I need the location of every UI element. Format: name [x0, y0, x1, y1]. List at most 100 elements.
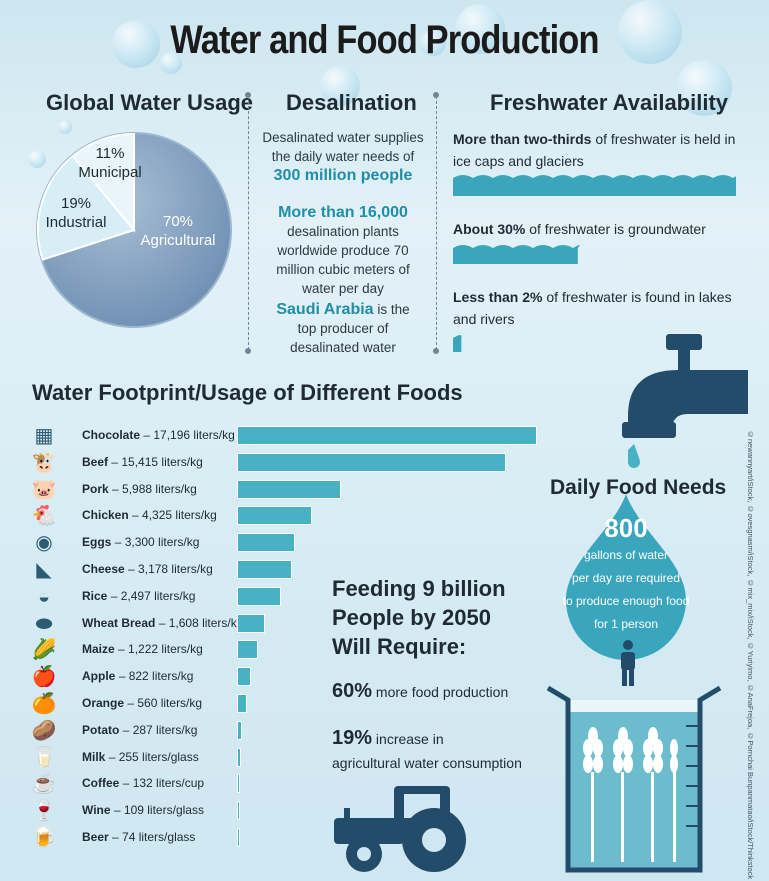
feeding-stat-water-text-2: agricultural water consumption: [332, 755, 522, 771]
corn-icon: 🌽: [31, 639, 57, 662]
freshwater-bar-glaciers: [453, 175, 736, 196]
food-amount: – 255 liters/glass: [108, 749, 199, 764]
food-name: Potato: [82, 722, 120, 737]
food-bar: [237, 694, 247, 713]
food-label: Beef – 15,415 liters/kg: [82, 455, 203, 469]
global-water-usage-heading: Global Water Usage: [46, 90, 254, 115]
food-name: Wheat Bread: [82, 615, 156, 630]
food-label: Maize – 1,222 liters/kg: [82, 642, 203, 656]
food-label: Wine – 109 liters/glass: [82, 803, 204, 817]
desalination-heading: Desalination: [286, 90, 417, 115]
freshwater-heading: Freshwater Availability: [490, 90, 729, 115]
freshwater-groundwater-bold: About 30%: [453, 221, 526, 237]
freshwater-share-bar: [453, 245, 580, 264]
food-name: Eggs: [82, 535, 112, 550]
feeding-stat-water: 19% increase in agricultural water consu…: [332, 726, 522, 775]
feeding-stat-water-value: 19%: [332, 727, 373, 749]
food-name: Cheese: [82, 562, 125, 576]
daily-food-line-1: gallons of water: [583, 548, 669, 562]
water-drop-icon: [566, 494, 686, 660]
food-label: Milk – 255 liters/glass: [82, 750, 199, 764]
feeding-stat-food-text: more food production: [375, 684, 509, 700]
rice-bowl-icon: ◒: [37, 585, 51, 608]
agricultural-label: Agricultural: [140, 232, 216, 249]
food-label: Cheese – 3,178 liters/kg: [82, 562, 213, 576]
feeding-stat-water-text: increase in: [375, 731, 444, 747]
food-label: Potato – 287 liters/kg: [82, 723, 197, 737]
photo-credit: ©newannyart/iStock, ©ovesgnasm/iStock, ©…: [746, 430, 755, 880]
food-amount: – 5,988 liters/kg: [112, 481, 197, 496]
food-name: Wine: [82, 803, 111, 818]
food-name: Chocolate: [82, 428, 141, 442]
bubble-decoration: [28, 150, 46, 168]
municipal-label: Municipal: [78, 164, 142, 181]
freshwater-item-lakes: Less than 2% of freshwater is found in l…: [453, 286, 743, 330]
food-bar: [237, 720, 242, 740]
food-name: Coffee: [82, 776, 120, 791]
freshwater-lakes-bold: Less than 2%: [453, 289, 543, 305]
cheese-icon: ◣: [36, 559, 52, 581]
food-amount: – 15,415 liters/kg: [111, 454, 203, 469]
food-label: Beer – 74 liters/glass: [82, 830, 195, 844]
food-name: Maize: [82, 642, 115, 657]
desalination-text-2: More than 16,000 desalination plants wor…: [262, 203, 424, 298]
potato-icon: 🥔: [31, 719, 57, 742]
cow-icon: 🐮: [31, 451, 57, 474]
person-icon: [621, 640, 635, 686]
freshwater-bar-groundwater: [453, 245, 580, 264]
food-label: Chocolate – 17,196 liters/kg: [82, 428, 235, 442]
pie-slice-agricultural: [42, 134, 231, 326]
milk-icon: 🥛: [31, 746, 57, 769]
chicken-icon: 🐔: [31, 505, 57, 528]
food-label: Coffee – 132 liters/cup: [82, 776, 204, 790]
bubble-decoration: [455, 4, 505, 54]
freshwater-share-bar: [453, 335, 462, 352]
food-label: Wheat Bread – 1,608 liters/kg: [82, 616, 243, 630]
tractor-icon: [334, 786, 466, 872]
food-amount: – 1,608 liters/kg: [158, 615, 244, 630]
food-amount: – 1,222 liters/kg: [118, 642, 203, 657]
freshwater-glaciers-text: of freshwater is held in ice caps and gl…: [453, 131, 736, 169]
desalination-p3-text: is the top producer of desalinated water: [290, 302, 410, 355]
bubble-decoration: [420, 30, 446, 56]
pig-icon: 🐷: [31, 478, 57, 501]
bubble-decoration: [320, 66, 360, 106]
desalination-p2-highlight: More than 16,000: [278, 204, 408, 221]
industrial-label: Industrial: [45, 214, 107, 231]
desalination-text-1: Desalinated water supplies the daily wat…: [262, 128, 424, 185]
food-name: Milk: [82, 749, 106, 764]
pie-slice-municipal: [71, 132, 135, 233]
foods-heading: Water Footprint/Usage of Different Foods: [32, 380, 463, 405]
food-bar: [237, 828, 240, 847]
food-amount: – 560 liters/kg: [127, 696, 203, 710]
freshwater-groundwater-text: of freshwater is groundwater: [529, 221, 706, 237]
wine-icon: 🍷: [31, 800, 57, 823]
section-divider: [433, 92, 439, 354]
orange-icon: 🍊: [31, 693, 57, 715]
egg-icon: ◉: [35, 532, 53, 555]
faucet-icon: [622, 334, 748, 468]
food-name: Pork: [82, 481, 109, 496]
pie-label-industrial: 19% Industrial: [36, 194, 116, 232]
food-name: Chicken: [82, 508, 129, 523]
apple-icon: 🍎: [31, 666, 57, 689]
beer-icon: 🍺: [31, 827, 57, 849]
food-bar: [237, 613, 266, 633]
chocolate-icon: ▦: [34, 425, 54, 447]
bubble-decoration: [58, 120, 72, 134]
food-amount: – 3,178 liters/kg: [128, 562, 213, 576]
food-amount: – 2,497 liters/kg: [110, 588, 196, 603]
municipal-percent: 11%: [95, 145, 125, 162]
pie-label-agricultural: 70% Agricultural: [128, 212, 228, 250]
food-name: Rice: [82, 588, 108, 603]
food-label: Rice – 2,497 liters/kg: [82, 589, 195, 603]
agricultural-percent: 70%: [162, 213, 194, 230]
daily-food-line-2: per day are required: [571, 571, 681, 585]
coffee-icon: ☕: [31, 773, 57, 796]
desalination-text-3: Saudi Arabia is the top producer of desa…: [272, 300, 414, 357]
feeding-heading-line-3: Will Require:: [332, 634, 467, 659]
food-name: Apple: [82, 669, 116, 684]
food-name: Beef: [82, 454, 109, 469]
freshwater-item-glaciers: More than two-thirds of freshwater is he…: [453, 128, 743, 172]
feeding-stat-food: 60% more food production: [332, 680, 508, 703]
